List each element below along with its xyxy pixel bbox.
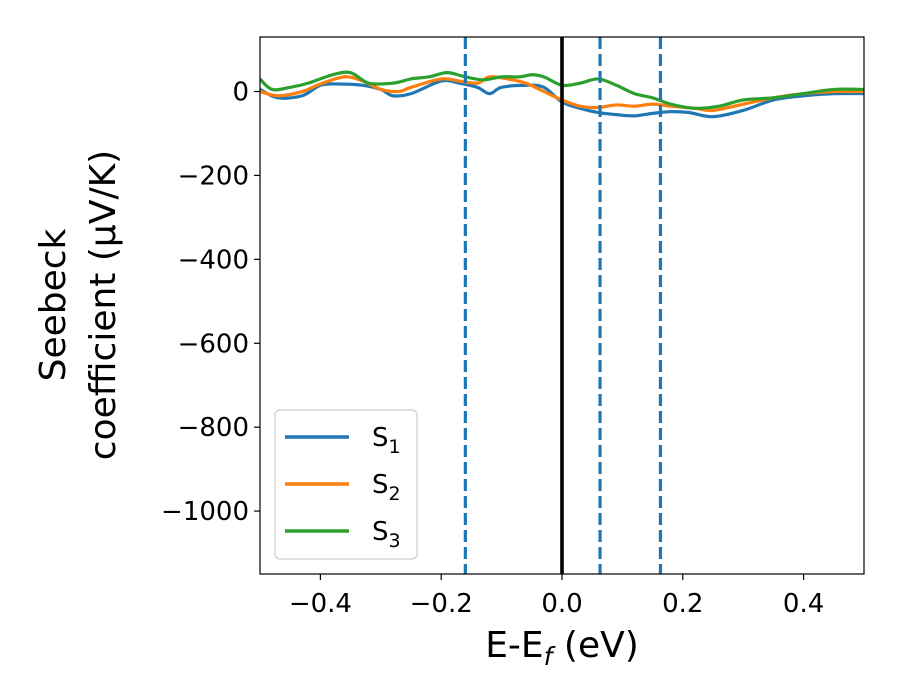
x-axis: −0.4 −0.2 0.0 0.2 0.4	[289, 574, 824, 619]
y-axis-label: Seebeck coefficient (μV/K)	[33, 150, 124, 460]
series-line-s3	[260, 70, 864, 110]
y-tick-label: −400	[178, 245, 249, 275]
legend-label-s2: S2	[372, 470, 401, 505]
x-tick-label: −0.4	[289, 589, 352, 619]
plot-area	[260, 37, 864, 574]
x-tick-label: 0.4	[783, 589, 824, 619]
x-axis-label: E-Ef (eV)	[485, 625, 639, 671]
legend: S1 S2 S3	[274, 409, 418, 560]
series-line-s1	[260, 78, 864, 119]
y-tick-label: 0	[232, 78, 249, 108]
y-axis: 0 −200 −400 −600 −800 −1000	[161, 78, 260, 527]
y-tick-label: −600	[178, 329, 249, 359]
y-axis-label-line2: coefficient (μV/K)	[83, 150, 124, 460]
y-tick-label: −800	[178, 413, 249, 443]
x-tick-label: 0.0	[541, 589, 582, 619]
legend-label-s3: S3	[372, 517, 401, 552]
y-axis-label-line1: Seebeck	[33, 228, 74, 381]
x-tick-label: −0.2	[410, 589, 473, 619]
legend-label-s1: S1	[372, 423, 401, 458]
x-tick-label: 0.2	[662, 589, 703, 619]
y-tick-label: −200	[178, 161, 249, 191]
y-tick-label: −1000	[161, 497, 249, 527]
